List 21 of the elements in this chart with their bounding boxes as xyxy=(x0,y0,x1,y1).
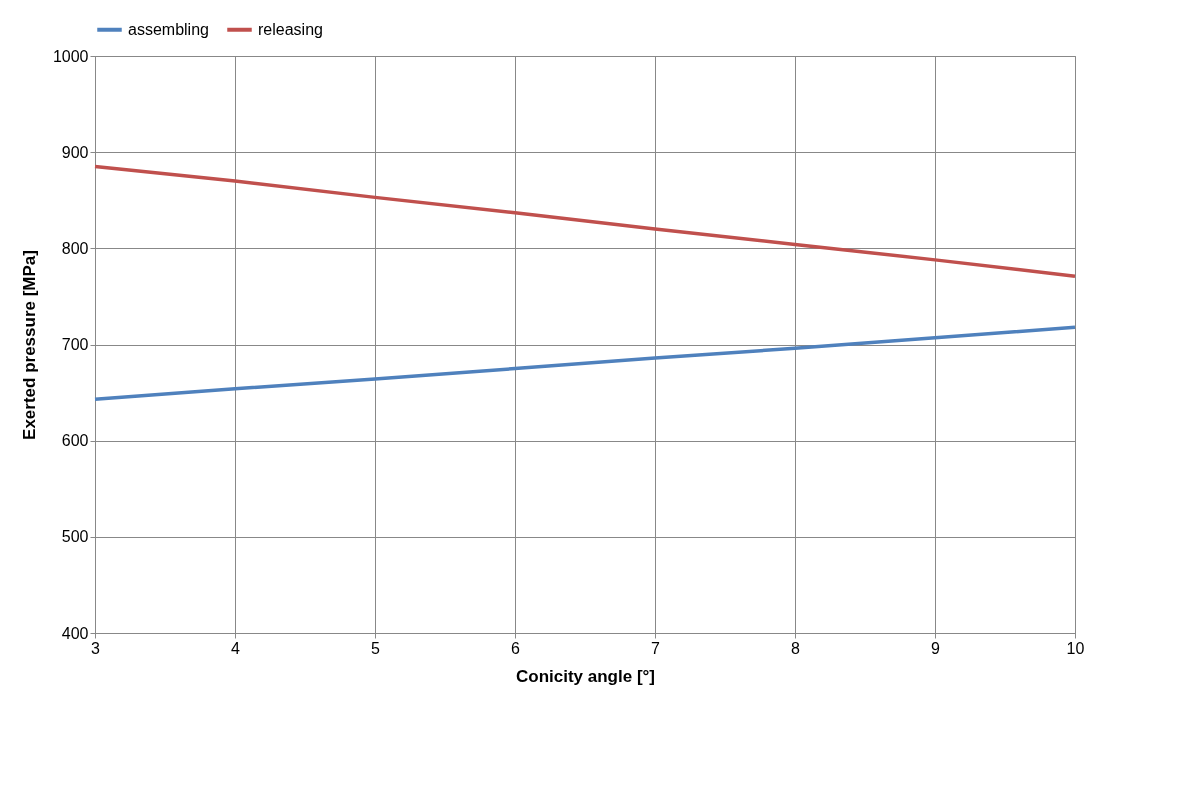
y-tick-label: 600 xyxy=(61,432,89,450)
y-tick-label: 1000 xyxy=(52,47,89,65)
y-tick-label: 900 xyxy=(61,143,89,161)
y-tick-label: 700 xyxy=(61,336,89,353)
line-series xyxy=(93,164,1077,278)
x-tick-label: 8 xyxy=(791,639,801,657)
x-tick-label: 6 xyxy=(511,639,521,657)
y-tick-label: 500 xyxy=(61,528,89,546)
line-series xyxy=(93,325,1077,402)
x-tick-label: 3 xyxy=(91,639,101,657)
legend-label: releasing xyxy=(258,20,323,38)
x-tick-label: 5 xyxy=(371,639,381,657)
x-tick-label: 9 xyxy=(931,639,941,657)
x-tick-label: 4 xyxy=(231,639,241,657)
x-tick-label: 7 xyxy=(651,639,661,657)
x-axis-title: Conicity angle [°] xyxy=(515,666,656,686)
y-tick-label: 400 xyxy=(61,624,89,642)
y-tick-label: 800 xyxy=(61,239,89,257)
legend-label: assembling xyxy=(128,20,209,38)
y-axis-title: Exerted pressure [MPa] xyxy=(19,250,39,440)
x-tick-label: 10 xyxy=(1066,639,1085,657)
